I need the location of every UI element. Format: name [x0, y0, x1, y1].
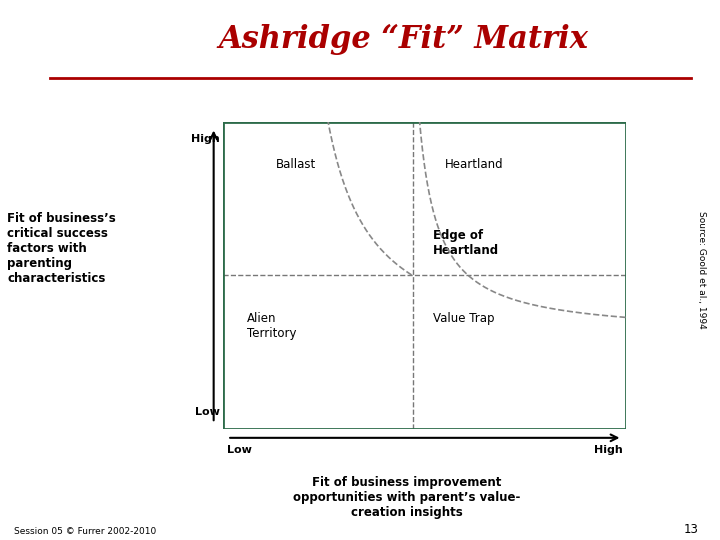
Text: Heartland: Heartland — [445, 158, 503, 171]
Text: Value Trap: Value Trap — [433, 312, 495, 325]
Text: High: High — [191, 134, 220, 144]
Text: Ashridge “Fit” Matrix: Ashridge “Fit” Matrix — [218, 24, 588, 56]
Text: Source: Goold et al., 1994: Source: Goold et al., 1994 — [698, 211, 706, 329]
Text: Low: Low — [228, 445, 252, 455]
Text: Fit of business’s
critical success
factors with
parenting
characteristics: Fit of business’s critical success facto… — [7, 212, 116, 285]
Text: Fit of business improvement
opportunities with parent’s value-
creation insights: Fit of business improvement opportunitie… — [293, 476, 521, 518]
Text: Edge of
Heartland: Edge of Heartland — [433, 229, 499, 257]
Text: Ballast: Ballast — [276, 158, 316, 171]
Text: High: High — [593, 445, 622, 455]
Text: 13: 13 — [683, 523, 698, 536]
Text: Session 05 © Furrer 2002-2010: Session 05 © Furrer 2002-2010 — [14, 526, 157, 536]
Text: Low: Low — [194, 407, 220, 417]
Text: Alien
Territory: Alien Territory — [248, 312, 297, 340]
